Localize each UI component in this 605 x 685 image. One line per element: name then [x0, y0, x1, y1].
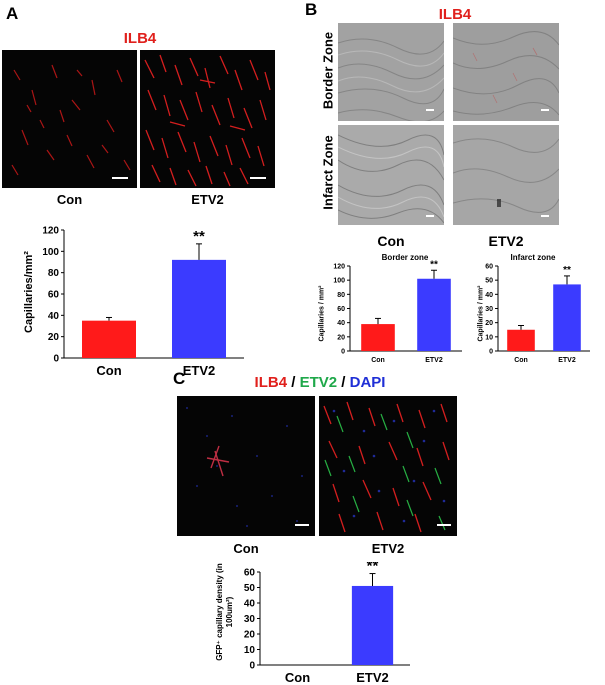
scale-bar	[112, 177, 128, 179]
x-tick-label: ETV2	[425, 357, 443, 364]
phase-texture	[338, 125, 444, 225]
panel-a-etv2-vessels	[144, 54, 271, 187]
x-tick-label: ETV2	[356, 670, 389, 684]
chart-c-ylabel: GFP⁺ capillary density (in 100um²)	[215, 563, 234, 661]
scale-bar	[541, 109, 549, 111]
panel-a-image-con	[2, 50, 137, 188]
y-tick-label: 80	[337, 292, 345, 299]
x-tick-label: ETV2	[183, 363, 216, 378]
panel-c-stain-title: ILB4 / ETV2 / DAPI	[180, 374, 460, 391]
panel-c-image-con	[177, 396, 315, 536]
panel-c-con-fluorescence	[186, 407, 303, 527]
panel-a-image-etv2	[140, 50, 275, 188]
panel-c-image-etv2	[319, 396, 457, 536]
panel-b-image-infarct-etv2	[453, 125, 559, 225]
chart-b-border-title: Border zone	[381, 253, 429, 262]
phase-texture	[453, 125, 559, 225]
scale-bar	[437, 524, 451, 526]
y-tick-label: 60	[485, 263, 493, 270]
y-tick-label: 40	[48, 311, 60, 322]
scale-bar	[541, 215, 549, 217]
y-tick-label: 0	[341, 348, 345, 355]
x-tick-label: Con	[371, 357, 385, 364]
x-tick-label: Con	[514, 357, 528, 364]
panel-c-label-con: Con	[233, 541, 259, 556]
chart-c: 0 10 20 30 40 50 60 Con ** ETV2	[244, 562, 410, 684]
y-tick-label: 100	[333, 278, 345, 285]
panel-c-label-etv2: ETV2	[371, 541, 405, 556]
bar-con	[82, 320, 136, 358]
scale-bar	[426, 215, 434, 217]
chart-b-infarct-title: Infarct zone	[510, 253, 556, 262]
bar-con	[361, 324, 395, 351]
bar-etv2	[553, 284, 581, 351]
y-tick-label: 50	[485, 278, 493, 285]
bar-etv2	[417, 278, 451, 351]
panel-b-image-infarct-con	[338, 125, 444, 225]
panel-a-stain-title: ILB4	[123, 30, 157, 47]
panel-a-con-vessels	[11, 64, 131, 176]
bar-con	[507, 329, 535, 351]
x-tick-label: Con	[96, 363, 121, 378]
y-tick-label: 10	[244, 645, 256, 656]
panel-b-image-border-etv2	[453, 23, 559, 121]
panel-b-row-label-infarct: Infarct Zone	[320, 135, 336, 210]
significance-mark: **	[367, 562, 379, 575]
y-tick-label: 0	[249, 661, 255, 672]
stain-dapi: DAPI	[349, 374, 386, 391]
x-tick-label: Con	[285, 670, 310, 684]
y-tick-label: 100	[42, 247, 59, 258]
phase-texture	[338, 23, 444, 121]
panel-letter-a: A	[6, 4, 19, 23]
y-tick-label: 120	[42, 226, 59, 237]
y-tick-label: 60	[48, 290, 60, 301]
bar-etv2	[172, 259, 226, 358]
y-tick-label: 50	[244, 583, 256, 594]
phase-texture	[453, 23, 559, 121]
y-tick-label: 30	[244, 614, 256, 625]
y-tick-label: 60	[337, 306, 345, 313]
panel-b-label-etv2: ETV2	[488, 233, 524, 249]
chart-a: 0 20 40 60 80 100 120 Con ** ETV2	[42, 226, 244, 378]
y-tick-label: 40	[485, 292, 493, 299]
panel-letter-c: C	[173, 369, 186, 388]
panel-b-row-label-border: Border Zone	[320, 31, 336, 110]
panel-c-etv2-fluorescence	[323, 401, 450, 533]
panel-a-label-con: Con	[56, 192, 83, 207]
stain-sep: /	[337, 374, 350, 391]
panel-b-label-con: Con	[377, 233, 405, 249]
y-tick-label: 30	[485, 306, 493, 313]
y-tick-label: 40	[244, 599, 256, 610]
panel-b-stain-title: ILB4	[438, 6, 472, 23]
scale-bar	[426, 109, 434, 111]
y-tick-label: 20	[244, 630, 256, 641]
y-tick-label: 60	[244, 568, 256, 579]
y-tick-label: 0	[489, 348, 493, 355]
stain-etv2: ETV2	[299, 374, 338, 391]
stain-sep: /	[287, 374, 300, 391]
chart-b-border: 0 20 40 60 80 100 120 Con ** ETV2	[333, 259, 462, 364]
scale-bar	[250, 177, 266, 179]
x-tick-label: ETV2	[558, 357, 576, 364]
y-tick-label: 20	[485, 320, 493, 327]
scale-bar	[295, 524, 309, 526]
panel-letter-b: B	[305, 0, 318, 19]
y-tick-label: 20	[337, 334, 345, 341]
y-tick-label: 20	[48, 332, 60, 343]
y-tick-label: 10	[485, 334, 493, 341]
bar-etv2	[351, 585, 394, 665]
significance-mark: **	[193, 228, 205, 245]
y-tick-label: 120	[333, 263, 345, 270]
chart-b-infarct: 0 10 20 30 40 50 60 Con ** ETV2	[485, 263, 590, 364]
panel-b-image-border-con	[338, 23, 444, 121]
panel-a-label-etv2: ETV2	[191, 192, 224, 207]
y-tick-label: 40	[337, 320, 345, 327]
stain-ilb4: ILB4	[254, 374, 288, 391]
significance-mark: **	[563, 265, 571, 276]
significance-mark: **	[430, 259, 438, 270]
y-tick-label: 80	[48, 268, 60, 279]
y-tick-label: 0	[53, 354, 59, 365]
